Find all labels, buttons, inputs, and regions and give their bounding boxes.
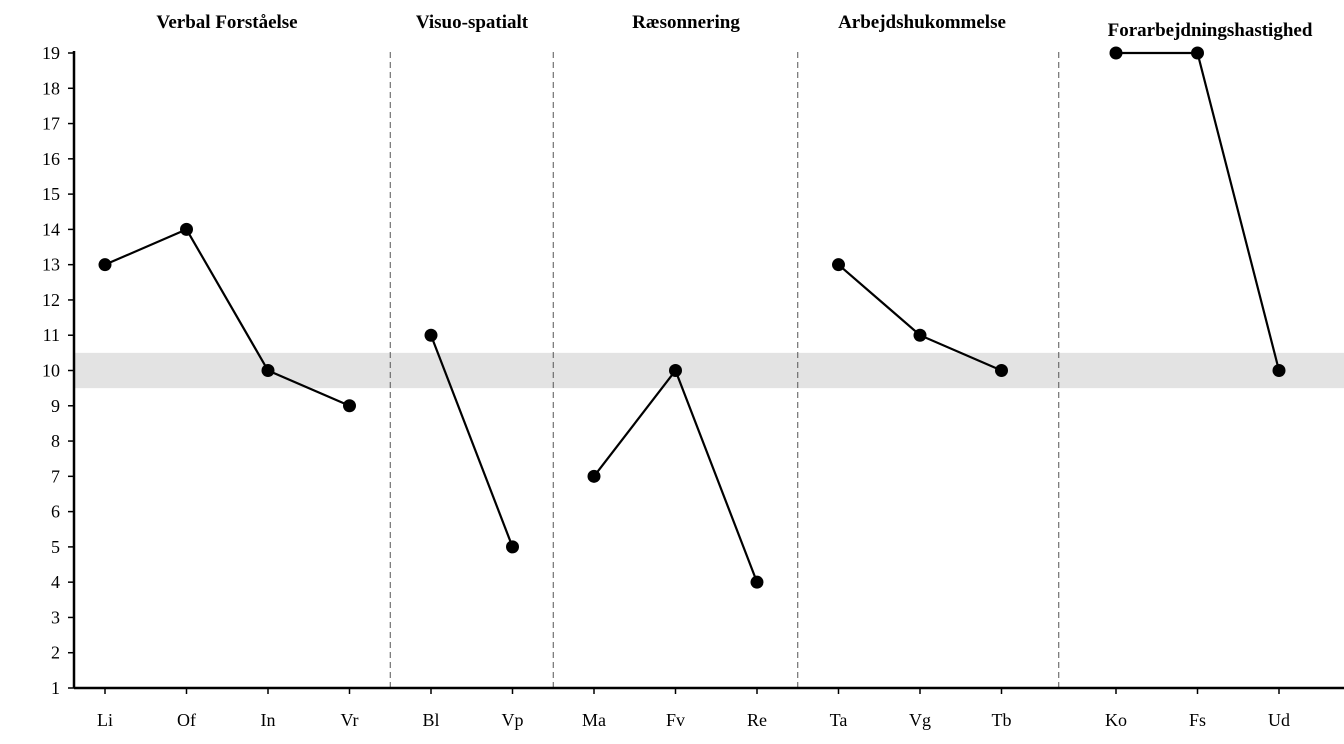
y-tick-label: 6 (51, 502, 60, 522)
y-tick-label: 9 (51, 396, 60, 416)
data-point-vp (506, 540, 519, 554)
x-tick-label-vr: Vr (341, 710, 359, 730)
y-tick-label: 13 (42, 255, 60, 275)
group-title-layer: Verbal Forståelse Visuo-spatialt Ræsonneri… (156, 12, 1312, 41)
y-tick-label: 3 (51, 607, 60, 627)
y-tick-label: 14 (42, 219, 60, 239)
series-line-group-3 (593, 368, 759, 583)
x-tick-label-vg: Vg (909, 710, 931, 730)
y-tick-label: 15 (42, 184, 60, 204)
data-point-ta (832, 258, 845, 272)
series-line-group-2 (429, 334, 514, 548)
x-tick-label-in: In (261, 710, 276, 730)
x-tick-label-ta: Ta (830, 710, 848, 730)
y-tick-label: 2 (51, 643, 60, 663)
x-tick-label-of: Of (177, 710, 196, 730)
y-tick-label: 10 (42, 361, 60, 381)
data-point-fs (1191, 46, 1204, 60)
group-title: Verbal Forståelse (156, 12, 297, 33)
y-tick-label: 17 (42, 114, 60, 134)
y-tick-label: 18 (42, 78, 60, 98)
data-point-vr (343, 399, 356, 413)
data-point-vg (913, 328, 927, 342)
series-layer (98, 46, 1286, 589)
group-title: Arbejdshukommelse (838, 12, 1006, 33)
y-tick-label: 7 (51, 466, 60, 486)
data-point-of (180, 222, 193, 236)
y-tick-label: 16 (42, 149, 60, 169)
data-point-in (261, 364, 275, 377)
y-tick-label: 4 (51, 572, 60, 592)
y-tick-label: 5 (51, 537, 60, 557)
data-point-ud (1272, 364, 1286, 377)
x-tick-label-fv: Fv (666, 710, 685, 730)
data-point-fv (669, 364, 682, 377)
x-tick-label-vp: Vp (502, 710, 524, 730)
y-tick-label: 12 (42, 290, 60, 310)
group-title: Visuo-spatialt (416, 12, 529, 33)
data-point-ko (1109, 46, 1123, 60)
y-tick-label: 1 (51, 678, 60, 698)
x-tick-label-ud: Ud (1268, 710, 1290, 730)
group-divider-layer (389, 52, 1060, 688)
data-point-ma (587, 469, 601, 483)
series-line-group-5 (1116, 51, 1281, 371)
x-tick-label-fs: Fs (1189, 710, 1206, 730)
y-tick-label: 11 (43, 325, 60, 345)
y-tick-label: 8 (51, 431, 60, 451)
x-tick-label-ko: Ko (1105, 710, 1127, 730)
group-title: Ræsonnering (632, 12, 740, 33)
data-point-tb (995, 364, 1008, 377)
data-point-re (750, 575, 764, 589)
data-point-bl (424, 328, 438, 342)
x-tick-label-li: Li (97, 710, 113, 730)
group-title: Forarbejdningshastighed (1108, 20, 1313, 41)
reference-band (74, 352, 1344, 389)
series-line-group-1 (104, 227, 350, 407)
x-tick-label-re: Re (747, 710, 767, 730)
data-point-li (98, 258, 112, 272)
x-tick-label-ma: Ma (582, 710, 606, 730)
x-tick-label-bl: Bl (422, 710, 439, 730)
reference-band-layer (74, 352, 1344, 389)
y-tick-label: 19 (42, 43, 60, 63)
x-tick-label-tb: Tb (992, 710, 1012, 730)
